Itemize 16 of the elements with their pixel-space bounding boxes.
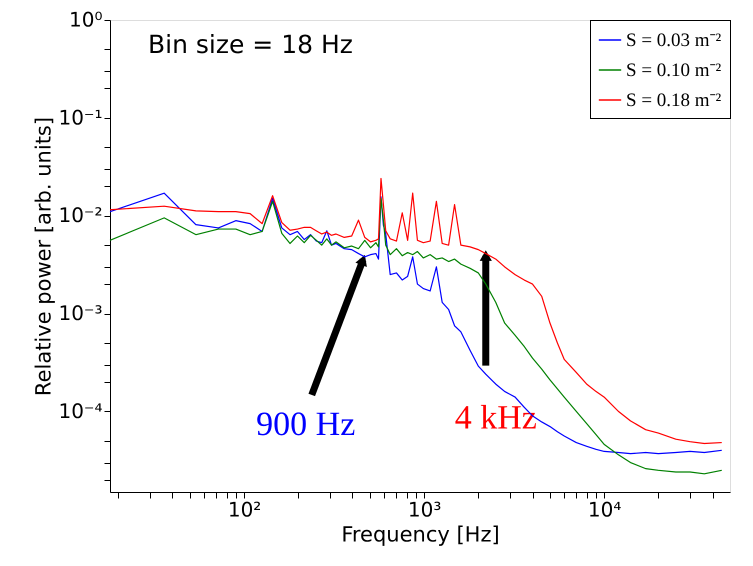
x-tick-label: 10³ [408,498,442,522]
y-tick-label: 10⁰ [69,8,102,32]
annotation: 900 Hz [256,406,356,443]
y-tick-label: 10⁻² [58,203,102,228]
y-tick-label: 10⁻⁴ [58,398,102,423]
x-tick-label: 10⁴ [588,498,622,522]
y-tick-label: 10⁻³ [58,301,102,326]
y-axis-title: Relative power [arb. units] [31,116,56,396]
annotation: Bin size = 18 Hz [148,30,353,59]
legend-label: S = 0.03 m⁻² [626,30,722,51]
annotation: 4 kHz [454,400,537,437]
legend-label: S = 0.18 m⁻² [626,90,722,111]
x-tick-label: 10² [228,498,262,522]
legend-label: S = 0.10 m⁻² [626,60,722,81]
y-tick-label: 10⁻¹ [58,105,102,130]
x-axis-title: Frequency [Hz] [341,522,500,546]
